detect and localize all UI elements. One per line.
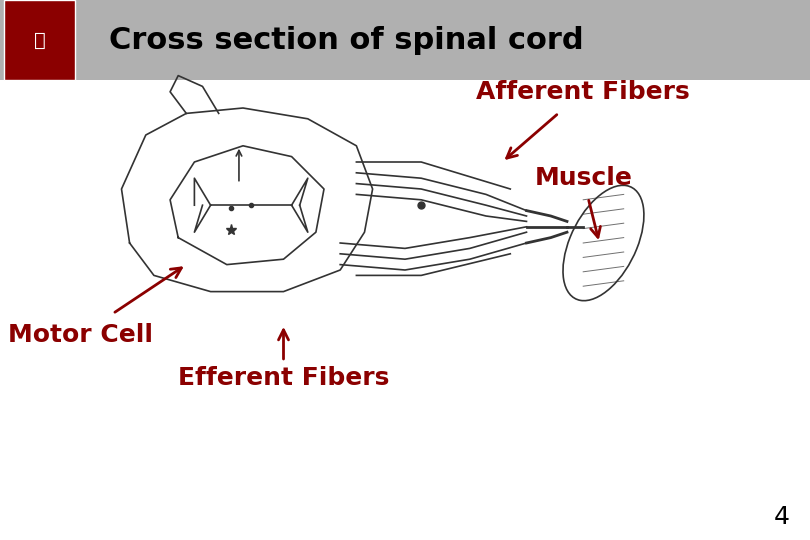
Bar <box>0 0 810 80</box>
Text: Cross section of spinal cord: Cross section of spinal cord <box>109 26 584 55</box>
Bar <box>4 0 75 80</box>
Text: Motor Cell: Motor Cell <box>8 323 154 347</box>
Text: 4: 4 <box>774 505 790 529</box>
Text: Afferent Fibers: Afferent Fibers <box>476 80 690 104</box>
Text: Efferent Fibers: Efferent Fibers <box>178 366 389 390</box>
Text: 🌴: 🌴 <box>34 30 45 50</box>
Text: Muscle: Muscle <box>535 166 632 190</box>
